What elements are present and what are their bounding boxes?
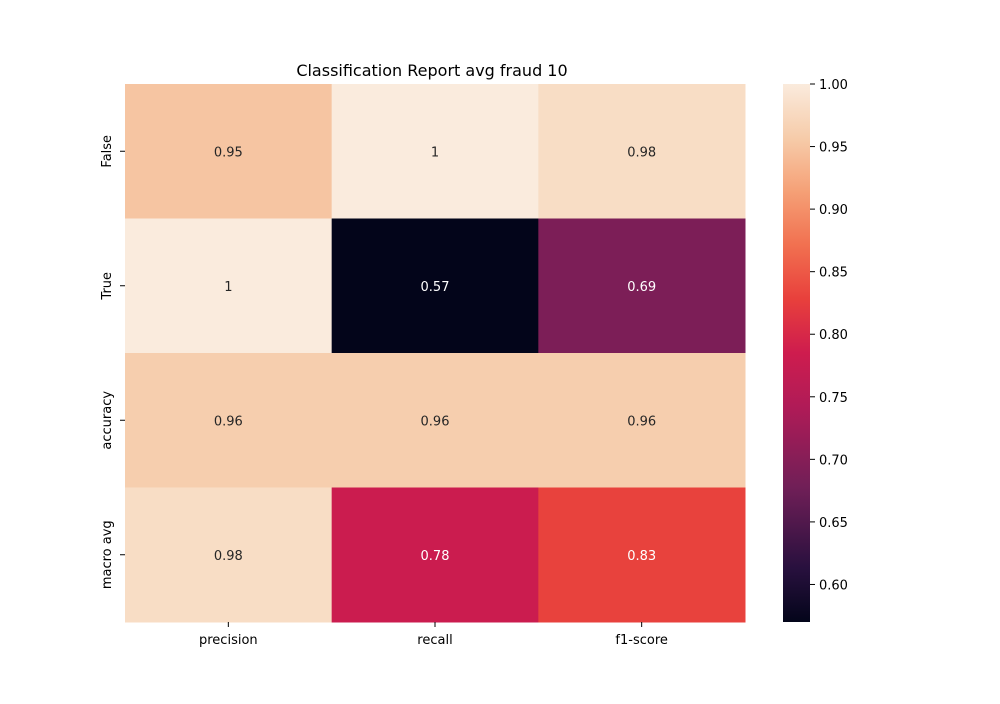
cell-annotations: 0.95 1 0.98 1 0.57 0.69 0.96 0.96 0.96 0.98 0.78 0.… xyxy=(214,145,656,564)
cell-annotation: 0.98 xyxy=(214,549,243,564)
cell-annotation: 0.96 xyxy=(214,414,243,429)
colorbar-tick-label: 0.70 xyxy=(819,453,848,468)
y-tick-label: macro avg xyxy=(100,520,115,589)
heatmap-cell xyxy=(125,487,333,623)
chart-title: Classification Report avg fraud 10 xyxy=(296,61,567,80)
heatmap-cell xyxy=(538,487,746,623)
heatmap-cell xyxy=(125,218,333,354)
cell-annotation: 1 xyxy=(224,280,232,295)
colorbar-tick-label: 0.60 xyxy=(819,578,848,593)
heatmap-cell xyxy=(538,84,746,219)
x-axis: precision recall f1-score xyxy=(199,622,668,648)
heatmap-cells xyxy=(125,84,746,623)
cell-annotation: 0.57 xyxy=(421,280,450,295)
x-tick-label: recall xyxy=(417,633,452,648)
colorbar-tick-label: 0.75 xyxy=(819,391,848,406)
heatmap-cell xyxy=(125,84,333,219)
x-tick-label: f1-score xyxy=(615,633,667,648)
colorbar: 0.60 0.65 0.70 0.75 0.80 0.85 0.90 0.95 1.00 xyxy=(783,78,848,622)
colorbar-tick-label: 0.90 xyxy=(819,203,848,218)
colorbar-tick-label: 0.95 xyxy=(819,141,848,156)
heatmap-cell xyxy=(331,487,539,623)
heatmap-cell xyxy=(331,218,539,354)
x-tick-label: precision xyxy=(199,633,258,648)
cell-annotation: 0.69 xyxy=(627,280,656,295)
colorbar-gradient xyxy=(783,84,810,622)
cell-annotation: 0.83 xyxy=(627,549,656,564)
heatmap-cell xyxy=(331,84,539,219)
cell-annotation: 0.98 xyxy=(627,145,656,160)
cell-annotation: 0.95 xyxy=(214,145,243,160)
colorbar-tick-label: 0.85 xyxy=(819,266,848,281)
y-tick-label: accuracy xyxy=(100,391,115,450)
y-tick-label: True xyxy=(100,272,115,301)
colorbar-tick-label: 0.65 xyxy=(819,516,848,531)
colorbar-tick-label: 0.80 xyxy=(819,328,848,343)
cell-annotation: 0.96 xyxy=(421,414,450,429)
colorbar-tick-label: 1.00 xyxy=(819,78,848,93)
cell-annotation: 1 xyxy=(431,145,439,160)
heatmap-cell xyxy=(331,353,539,488)
heatmap-cell xyxy=(538,353,746,488)
heatmap-cell xyxy=(125,353,333,488)
cell-annotation: 0.78 xyxy=(421,549,450,564)
heatmap-cell xyxy=(538,218,746,354)
y-axis: False True accuracy macro avg xyxy=(100,135,125,589)
cell-annotation: 0.96 xyxy=(627,414,656,429)
y-tick-label: False xyxy=(100,135,115,168)
